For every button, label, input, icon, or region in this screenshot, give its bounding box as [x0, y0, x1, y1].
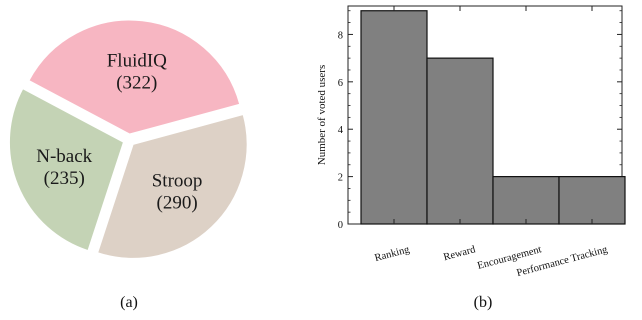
bar-ranking	[360, 10, 428, 225]
caption-b: (b)	[474, 294, 493, 311]
pie-chart: FluidIQ(322) Stroop(290) N-back(235)	[8, 19, 248, 259]
pie-slice-fluidiq	[28, 19, 241, 135]
pie-slice-n-back	[8, 88, 125, 252]
caption-a: (a)	[120, 294, 138, 311]
pie-label: Stroop	[152, 171, 203, 192]
y-tick-label: 8	[338, 30, 343, 41]
x-tick-label: Reward	[442, 244, 477, 263]
bar-encouragement	[492, 176, 560, 225]
y-tick-label: 2	[338, 173, 343, 184]
y-tick-label: 4	[338, 125, 344, 136]
bar-reward	[426, 57, 494, 225]
y-tick-label: 0	[338, 220, 343, 231]
pie-value-label: (322)	[116, 73, 157, 94]
pie-value-label: (290)	[157, 193, 198, 214]
y-tick-label: 6	[338, 78, 343, 89]
pie-slice-stroop	[97, 113, 248, 259]
pie-label: N-back	[36, 146, 92, 167]
pie-label: FluidIQ	[107, 51, 167, 72]
pie-value-label: (235)	[44, 168, 85, 189]
x-tick-label: Ranking	[374, 244, 412, 264]
bar-performance-tracking	[558, 176, 626, 225]
y-axis-title: Number of voted users	[316, 65, 328, 166]
